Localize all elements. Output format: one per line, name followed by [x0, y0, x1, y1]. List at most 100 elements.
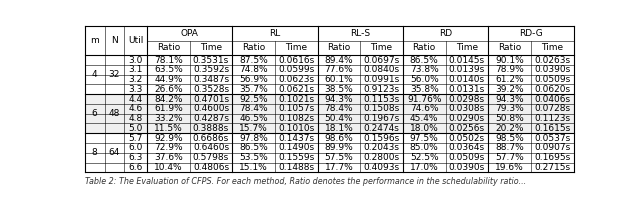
Text: Time: Time	[456, 43, 478, 52]
Text: 6.6: 6.6	[129, 163, 143, 172]
Text: 33.2%: 33.2%	[154, 114, 182, 123]
Text: 0.2715s: 0.2715s	[534, 163, 570, 172]
Text: RD-G: RD-G	[519, 29, 543, 38]
Text: m: m	[90, 36, 99, 45]
Text: 0.4600s: 0.4600s	[193, 104, 229, 113]
Text: 88.7%: 88.7%	[495, 143, 524, 152]
Text: 0.9123s: 0.9123s	[364, 85, 399, 94]
Text: Time: Time	[541, 43, 563, 52]
Text: 0.4701s: 0.4701s	[193, 95, 229, 104]
Text: 63.5%: 63.5%	[154, 65, 182, 74]
Text: 38.5%: 38.5%	[324, 85, 353, 94]
Text: 84.2%: 84.2%	[154, 95, 182, 104]
Text: 8: 8	[92, 148, 98, 157]
Text: 0.3531s: 0.3531s	[193, 56, 229, 65]
Text: 35.8%: 35.8%	[410, 85, 438, 94]
Text: 37.6%: 37.6%	[154, 153, 182, 162]
Text: 0.0263s: 0.0263s	[534, 56, 570, 65]
Text: 19.6%: 19.6%	[495, 163, 524, 172]
Text: Table 2: The Evaluation of CFPS. For each method, Ratio denotes the performance : Table 2: The Evaluation of CFPS. For eac…	[85, 177, 526, 186]
Text: Ratio: Ratio	[498, 43, 521, 52]
Text: 10.4%: 10.4%	[154, 163, 182, 172]
Text: RL-S: RL-S	[350, 29, 371, 38]
Text: 0.0502s: 0.0502s	[449, 134, 485, 143]
Text: 44.9%: 44.9%	[154, 75, 182, 84]
Text: 0.0599s: 0.0599s	[278, 65, 314, 74]
Text: 17.7%: 17.7%	[324, 163, 353, 172]
Text: 78.4%: 78.4%	[239, 104, 268, 113]
Text: 78.9%: 78.9%	[495, 65, 524, 74]
Text: 5.0: 5.0	[129, 124, 143, 133]
Text: 72.9%: 72.9%	[154, 143, 182, 152]
Text: 32: 32	[109, 70, 120, 79]
Text: 0.0298s: 0.0298s	[449, 95, 485, 104]
Text: 92.5%: 92.5%	[239, 95, 268, 104]
Text: 0.1559s: 0.1559s	[278, 153, 314, 162]
Text: Util: Util	[128, 36, 143, 45]
Text: 0.3888s: 0.3888s	[193, 124, 229, 133]
Text: 74.6%: 74.6%	[410, 104, 438, 113]
Text: Time: Time	[371, 43, 393, 52]
Text: 52.5%: 52.5%	[410, 153, 438, 162]
Text: 86.5%: 86.5%	[410, 56, 438, 65]
Text: 0.0537s: 0.0537s	[534, 134, 570, 143]
Text: Time: Time	[285, 43, 307, 52]
Text: 0.1488s: 0.1488s	[278, 163, 314, 172]
Text: Time: Time	[200, 43, 222, 52]
Text: 64: 64	[109, 148, 120, 157]
Text: Ratio: Ratio	[242, 43, 265, 52]
Text: 4: 4	[92, 70, 97, 79]
Text: 78.4%: 78.4%	[324, 104, 353, 113]
Text: 0.1615s: 0.1615s	[534, 124, 570, 133]
Text: 74.8%: 74.8%	[239, 65, 268, 74]
Text: 0.0131s: 0.0131s	[449, 85, 485, 94]
Text: 0.1437s: 0.1437s	[278, 134, 314, 143]
Text: 11.5%: 11.5%	[154, 124, 182, 133]
Text: 61.9%: 61.9%	[154, 104, 182, 113]
Text: 0.4093s: 0.4093s	[364, 163, 399, 172]
Text: RD: RD	[439, 29, 452, 38]
Text: 17.0%: 17.0%	[410, 163, 438, 172]
Text: 77.6%: 77.6%	[324, 65, 353, 74]
Text: 53.5%: 53.5%	[239, 153, 268, 162]
Text: 79.3%: 79.3%	[495, 104, 524, 113]
Text: 0.0728s: 0.0728s	[534, 104, 570, 113]
Text: 61.2%: 61.2%	[495, 75, 524, 84]
Text: 0.1508s: 0.1508s	[364, 104, 400, 113]
Text: 18.1%: 18.1%	[324, 124, 353, 133]
Text: 4.6: 4.6	[129, 104, 143, 113]
Text: 94.3%: 94.3%	[495, 95, 524, 104]
Text: 0.1490s: 0.1490s	[278, 143, 314, 152]
Text: 0.0509s: 0.0509s	[449, 153, 485, 162]
Text: 94.3%: 94.3%	[324, 95, 353, 104]
Text: 15.7%: 15.7%	[239, 124, 268, 133]
Text: 0.3487s: 0.3487s	[193, 75, 229, 84]
Text: 0.4806s: 0.4806s	[193, 163, 229, 172]
Text: 0.0991s: 0.0991s	[364, 75, 400, 84]
Text: 56.0%: 56.0%	[410, 75, 438, 84]
Text: 0.2800s: 0.2800s	[364, 153, 399, 162]
Text: 89.9%: 89.9%	[324, 143, 353, 152]
Text: 6.3: 6.3	[129, 153, 143, 162]
Text: 0.0256s: 0.0256s	[449, 124, 485, 133]
Text: 0.0697s: 0.0697s	[364, 56, 400, 65]
Text: 73.8%: 73.8%	[410, 65, 438, 74]
Text: 0.0364s: 0.0364s	[449, 143, 485, 152]
Text: 57.5%: 57.5%	[324, 153, 353, 162]
Text: 39.2%: 39.2%	[495, 85, 524, 94]
Text: 87.5%: 87.5%	[239, 56, 268, 65]
Text: 0.3528s: 0.3528s	[193, 85, 229, 94]
Text: 97.8%: 97.8%	[239, 134, 268, 143]
Text: 5.7: 5.7	[129, 134, 143, 143]
Text: 60.1%: 60.1%	[324, 75, 353, 84]
Text: 0.6460s: 0.6460s	[193, 143, 229, 152]
Text: 3.2: 3.2	[129, 75, 143, 84]
Text: 50.4%: 50.4%	[324, 114, 353, 123]
Text: 0.2474s: 0.2474s	[364, 124, 399, 133]
Text: 90.1%: 90.1%	[495, 56, 524, 65]
Text: 0.0907s: 0.0907s	[534, 143, 570, 152]
Text: 0.5798s: 0.5798s	[193, 153, 229, 162]
Text: 0.1596s: 0.1596s	[364, 134, 400, 143]
Text: 0.0620s: 0.0620s	[534, 85, 570, 94]
Text: 6.0: 6.0	[129, 143, 143, 152]
